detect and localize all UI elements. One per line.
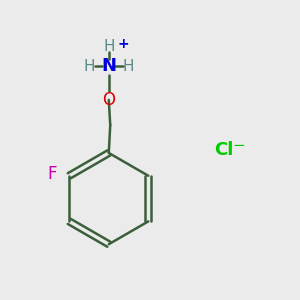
Text: +: + bbox=[117, 37, 129, 51]
Text: N: N bbox=[101, 57, 116, 75]
Text: Cl: Cl bbox=[214, 141, 233, 159]
Text: H: H bbox=[84, 58, 95, 74]
Text: F: F bbox=[47, 165, 57, 183]
Text: H: H bbox=[103, 39, 115, 54]
Text: O: O bbox=[102, 91, 115, 109]
Text: H: H bbox=[122, 58, 134, 74]
Text: −: − bbox=[232, 138, 245, 153]
